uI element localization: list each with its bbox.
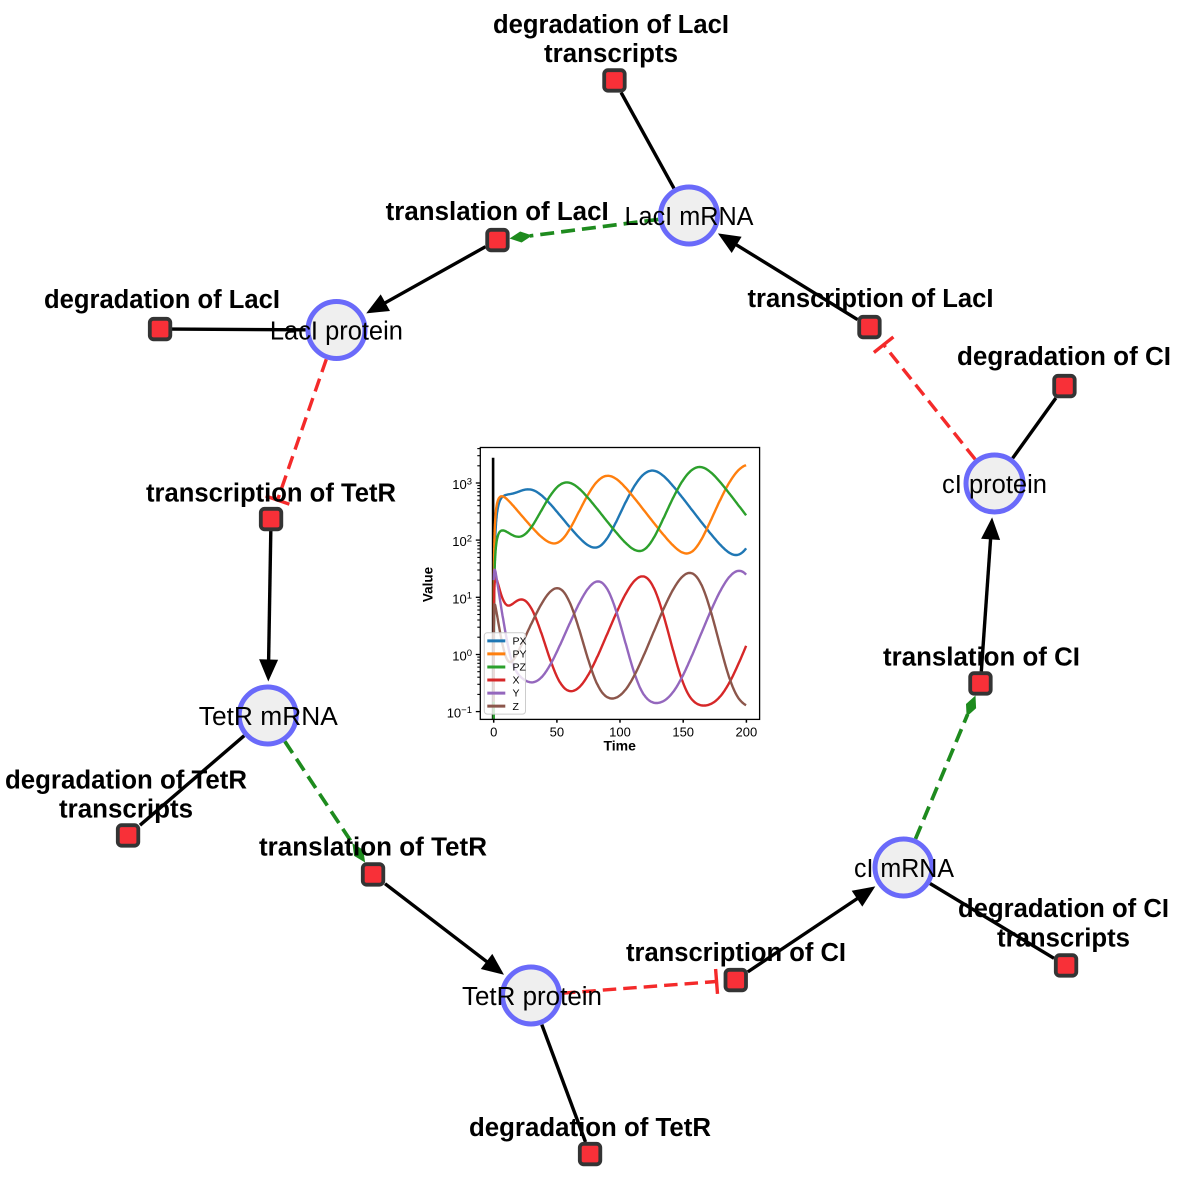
svg-text:translation of LacI: translation of LacI [386,198,609,226]
svg-text:TetR protein: TetR protein [462,983,602,1011]
svg-text:200: 200 [736,725,758,740]
svg-text:cI protein: cI protein [942,471,1047,499]
svg-text:translation of TetR: translation of TetR [259,834,487,862]
svg-text:transcripts: transcripts [997,924,1130,952]
svg-text:X: X [513,675,520,687]
svg-text:Y: Y [513,688,520,700]
svg-text:transcripts: transcripts [59,796,193,824]
svg-text:PX: PX [513,636,527,648]
svg-text:0: 0 [490,725,497,740]
svg-text:TetR mRNA: TetR mRNA [199,703,338,731]
svg-text:transcripts: transcripts [544,40,678,68]
svg-text:degradation of CI: degradation of CI [958,895,1169,923]
svg-text:PY: PY [513,649,527,661]
svg-text:Value: Value [421,566,436,602]
svg-text:transcription of TetR: transcription of TetR [146,480,396,508]
svg-text:PZ: PZ [513,662,527,674]
svg-text:150: 150 [672,725,694,740]
svg-text:translation of CI: translation of CI [883,644,1080,672]
svg-text:degradation of TetR: degradation of TetR [5,767,247,795]
svg-text:LacI protein: LacI protein [270,317,403,345]
svg-text:degradation of LacI: degradation of LacI [493,11,729,39]
svg-text:degradation of CI: degradation of CI [957,343,1171,371]
svg-text:LacI mRNA: LacI mRNA [625,203,754,231]
svg-text:cI mRNA: cI mRNA [854,855,954,883]
svg-text:transcription of LacI: transcription of LacI [748,285,994,313]
svg-text:degradation of TetR: degradation of TetR [469,1114,711,1142]
svg-text:Time: Time [603,738,636,754]
svg-text:Z: Z [513,701,520,713]
svg-text:50: 50 [550,725,564,740]
svg-text:degradation of LacI: degradation of LacI [44,286,280,314]
svg-text:100: 100 [609,725,631,740]
svg-text:transcription of CI: transcription of CI [626,939,846,967]
